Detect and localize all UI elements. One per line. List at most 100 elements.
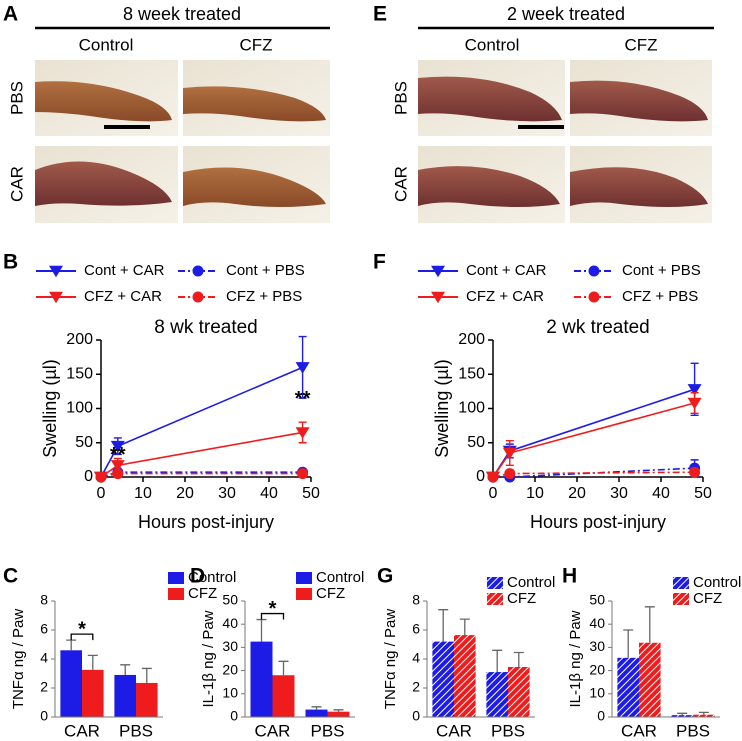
paw	[183, 167, 326, 207]
x-tick-label: 10	[526, 485, 544, 502]
x-tick-label: 50	[302, 485, 320, 502]
y-tick-label: 50	[75, 434, 93, 451]
y-tick-label: 30	[222, 638, 238, 654]
chart-title: 2 wk treated	[546, 317, 650, 338]
series-line	[100, 366, 303, 478]
error-bar	[311, 706, 322, 710]
legend-swatch	[168, 572, 184, 584]
significance: *	[269, 598, 277, 620]
y-tick-label: 150	[66, 365, 93, 382]
legend-swatch	[296, 588, 312, 600]
x-tick-label: CAR	[436, 721, 472, 740]
legend-label: CFZ	[316, 585, 345, 602]
legend-swatch	[487, 577, 503, 589]
x-tick-label: PBS	[310, 721, 344, 740]
legend-swatch	[168, 588, 184, 600]
error-bar	[66, 639, 77, 651]
y-tick-label: 0	[40, 708, 48, 724]
y-tick-label: 150	[458, 365, 485, 382]
panel-label: B	[3, 251, 18, 274]
legend-label: Cont + PBS	[226, 262, 305, 279]
significance: **	[295, 388, 311, 410]
y-tick-label: 30	[589, 638, 605, 654]
significance: *	[78, 618, 86, 640]
legend-label: Control	[188, 569, 236, 586]
data-point	[95, 471, 107, 483]
y-tick-label: 50	[589, 592, 605, 608]
panel-label: D	[190, 565, 205, 588]
legend-label: CFZ	[693, 590, 722, 607]
data-point	[504, 468, 516, 480]
error-bar	[278, 660, 289, 676]
column-label: Control	[465, 35, 520, 54]
x-tick-label: 10	[134, 485, 152, 502]
photo-title: 8 week treated	[123, 4, 241, 24]
legend-marker	[49, 265, 63, 278]
bar	[617, 657, 639, 717]
bar	[250, 641, 273, 717]
x-tick-label: 30	[610, 485, 628, 502]
y-tick-label: 40	[222, 615, 238, 631]
y-axis-label: Swelling (µl)	[432, 359, 452, 457]
y-tick-label: 0	[597, 708, 605, 724]
bar	[272, 675, 295, 717]
bar	[114, 674, 136, 717]
bar	[327, 711, 350, 717]
legend-marker	[192, 265, 204, 277]
x-tick-label: 0	[489, 485, 498, 502]
error-bar	[333, 709, 344, 712]
y-axis-label: IL-1β ng / Paw	[200, 610, 217, 707]
y-tick-label: 200	[66, 331, 93, 348]
x-tick-label: PBS	[491, 721, 525, 740]
legend-marker	[192, 291, 204, 303]
series-line	[100, 431, 303, 478]
x-tick-label: CAR	[255, 721, 291, 740]
bar	[671, 715, 693, 717]
bar	[486, 672, 508, 717]
x-tick-label: 0	[97, 485, 106, 502]
data-point	[487, 471, 499, 483]
error-bar	[698, 711, 709, 715]
legend-label: Cont + CAR	[466, 262, 547, 279]
paw	[418, 76, 562, 122]
legend-label: CFZ + CAR	[84, 288, 162, 305]
paw	[418, 166, 560, 207]
bar	[60, 650, 82, 717]
bar	[639, 642, 661, 717]
row-label: PBS	[391, 81, 410, 115]
x-tick-label: 50	[694, 485, 712, 502]
y-tick-label: 0	[84, 468, 93, 485]
y-axis-label: TNFα ng / Paw	[10, 609, 27, 710]
panel-label: C	[3, 565, 18, 588]
x-axis-label: Hours post-injury	[138, 512, 274, 532]
y-tick-label: 0	[412, 708, 420, 724]
legend-swatch	[673, 577, 689, 589]
y-tick-label: 10	[589, 685, 605, 701]
y-tick-label: 8	[40, 592, 48, 608]
panel-label: A	[3, 3, 18, 26]
panel-label: H	[562, 565, 577, 588]
data-point	[295, 362, 310, 374]
data-point	[687, 384, 702, 396]
legend-marker	[431, 265, 445, 278]
legend-label: Control	[316, 569, 364, 586]
error-bar	[459, 618, 470, 636]
legend-label: CFZ	[188, 585, 217, 602]
x-tick-label: 40	[260, 485, 278, 502]
y-tick-label: 100	[458, 400, 485, 417]
error-bar	[141, 667, 152, 683]
legend-label: Control	[693, 574, 741, 591]
x-tick-label: 20	[568, 485, 586, 502]
column-label: CFZ	[239, 35, 272, 54]
x-tick-label: PBS	[119, 721, 153, 740]
photo-title: 2 week treated	[507, 4, 625, 24]
bar	[305, 709, 328, 717]
y-tick-label: 0	[476, 468, 485, 485]
panel-label: E	[373, 3, 387, 26]
legend-swatch	[487, 593, 503, 605]
paw	[35, 81, 172, 122]
legend-label: Cont + PBS	[622, 262, 701, 279]
legend-marker	[588, 265, 600, 277]
legend-marker	[588, 291, 600, 303]
